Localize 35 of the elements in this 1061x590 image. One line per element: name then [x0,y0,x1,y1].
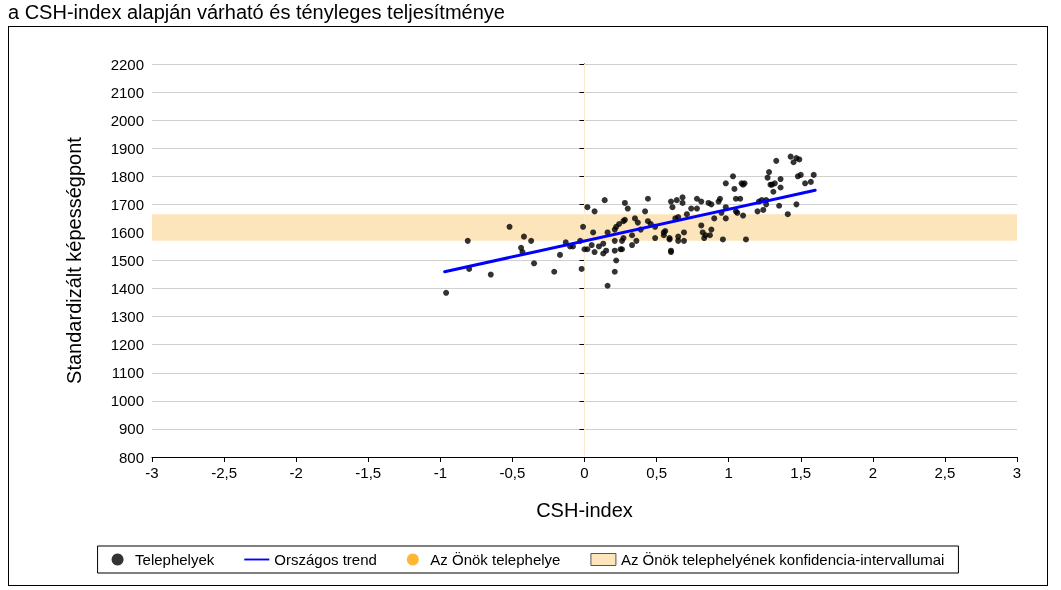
y-axis-title: Standardizált képességpont [63,136,85,384]
y-tick-label: 1100 [111,364,144,382]
x-tick-label: 1,5 [790,464,812,481]
x-axis-title: CSH-index [536,499,633,521]
x-tick-label: 2 [868,464,878,481]
x-tick-label: -2,5 [211,464,238,481]
y-tick-label: 2100 [110,83,144,101]
x-tick-label: 2,5 [934,464,956,481]
y-tick-label: 1500 [110,252,144,269]
chart-title: a CSH-index alapján várható és tényleges teljesítménye [8,0,506,25]
x-tick-label: -1 [433,464,448,481]
legend-label: Telephelyek [135,551,215,568]
y-tick-label: 1900 [110,139,144,157]
legend-label: Az Önök telephelyének konfidencia-intervallumai [620,551,945,568]
y-tick-label: 1700 [110,195,144,213]
y-tick-label: 1300 [110,308,144,326]
y-tick-label: 2200 [110,55,144,73]
legend-label: Az Önök telephelye [430,551,561,568]
legend-label: Országos trend [274,551,377,568]
x-tick-label: -1,5 [355,464,382,481]
x-tick-label: -0,5 [499,464,526,481]
y-tick-label: 1000 [110,392,144,410]
x-tick-label: 0 [580,464,589,481]
x-tick-label: 3 [1012,464,1022,481]
x-tick-label: -2 [289,464,303,481]
y-tick-label: 800 [118,448,144,466]
x-tick-label: 1 [724,464,733,481]
x-tick-label: 0,5 [646,464,668,481]
y-tick-label: 900 [118,420,144,438]
y-tick-label: 1400 [110,280,144,298]
y-tick-label: 1600 [110,223,144,241]
y-tick-label: 1800 [110,167,144,185]
x-tick-label: -3 [145,464,159,481]
y-tick-label: 2000 [110,111,144,129]
y-tick-label: 1200 [110,336,144,354]
